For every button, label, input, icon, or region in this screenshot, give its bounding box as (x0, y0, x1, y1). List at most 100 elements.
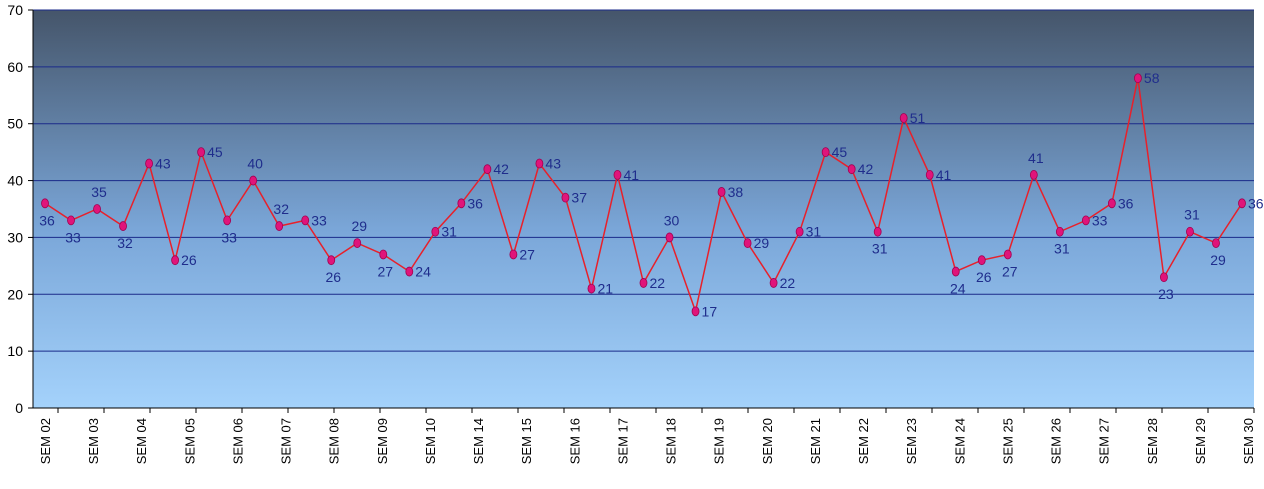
data-point (41, 198, 49, 209)
data-label: 33 (1092, 212, 1108, 228)
data-label: 23 (1158, 286, 1174, 302)
data-point (743, 238, 752, 249)
y-tick-label: 20 (7, 286, 23, 302)
data-label: 42 (493, 161, 509, 177)
data-point (1029, 169, 1038, 180)
data-point (951, 266, 960, 277)
data-label: 45 (832, 144, 848, 160)
data-label: 41 (936, 167, 952, 183)
plot-area (33, 10, 1254, 408)
x-axis: SEM 02 SEM 03 SEM 04 SEM 05 SEM 06 SEM 07 SEM … (33, 407, 1256, 464)
data-point (119, 221, 127, 231)
data-label: 32 (273, 201, 289, 217)
data-label: 26 (976, 269, 992, 285)
data-label: 33 (65, 229, 81, 245)
data-point (795, 226, 804, 237)
x-tick-label: SEM 22 (856, 418, 871, 464)
data-point (587, 283, 596, 294)
data-label: 31 (872, 241, 888, 257)
data-point (327, 255, 336, 266)
x-tick-label: SEM 26 (1049, 418, 1064, 464)
x-tick-label: SEM 24 (952, 418, 967, 464)
data-label: 43 (545, 156, 561, 172)
data-point (223, 215, 232, 226)
x-tick-label: SEM 21 (808, 418, 823, 464)
data-point (1107, 198, 1116, 209)
data-label: 35 (91, 184, 107, 200)
data-point (249, 175, 258, 186)
x-tick-label: SEM 27 (1097, 418, 1112, 464)
data-label: 24 (950, 281, 966, 297)
x-tick-label: SEM 07 (279, 418, 294, 464)
x-tick-label: SEM 30 (1241, 418, 1256, 464)
data-label: 36 (467, 195, 483, 211)
x-tick-label: SEM 10 (423, 418, 438, 464)
data-label: 40 (247, 156, 263, 172)
data-point (67, 215, 75, 226)
y-tick-label: 50 (7, 116, 23, 132)
data-point (171, 255, 180, 266)
x-tick-label: SEM 09 (375, 418, 390, 464)
data-point (873, 226, 882, 237)
data-label: 29 (1210, 252, 1226, 268)
x-tick-label: SEM 25 (1000, 418, 1015, 464)
data-point (1081, 215, 1090, 226)
data-point (353, 238, 362, 249)
data-label: 26 (325, 269, 341, 285)
data-label: 27 (519, 246, 535, 262)
y-tick-label: 30 (7, 229, 23, 245)
x-tick-label: SEM 29 (1193, 418, 1208, 464)
data-label: 27 (1002, 263, 1018, 279)
data-point (1160, 272, 1168, 283)
y-tick-label: 70 (7, 2, 23, 18)
x-tick-label: SEM 06 (230, 418, 245, 464)
data-label: 41 (623, 167, 639, 183)
data-point (639, 278, 648, 288)
data-point (535, 158, 544, 169)
data-label: 41 (1028, 150, 1044, 166)
data-point (93, 204, 101, 214)
x-tick-label: SEM 03 (86, 418, 101, 464)
data-label: 36 (39, 212, 55, 228)
x-tick-label: SEM 15 (519, 418, 534, 464)
data-label: 45 (207, 144, 223, 160)
data-point (431, 226, 440, 237)
data-point (1055, 226, 1064, 237)
data-point (665, 232, 674, 243)
data-label: 42 (858, 161, 874, 177)
data-point (1238, 198, 1246, 209)
x-tick-label: SEM 04 (134, 418, 149, 464)
data-point (561, 192, 570, 203)
x-tick-label: SEM 08 (327, 418, 342, 464)
data-point (769, 278, 778, 288)
data-label: 33 (221, 229, 237, 245)
x-tick-label: SEM 28 (1145, 418, 1160, 464)
y-tick-label: 10 (7, 343, 23, 359)
data-label: 31 (441, 224, 457, 240)
data-label: 29 (754, 235, 770, 251)
data-label: 22 (650, 275, 666, 291)
y-tick-label: 40 (7, 173, 23, 189)
data-label: 58 (1144, 70, 1160, 86)
data-label: 21 (597, 281, 613, 297)
data-point (1212, 238, 1220, 249)
data-label: 31 (806, 224, 822, 240)
data-point (379, 249, 388, 260)
data-point (509, 249, 518, 260)
data-points (41, 73, 1246, 317)
data-label: 26 (181, 252, 197, 268)
data-label: 17 (702, 303, 718, 319)
data-point (977, 255, 986, 266)
data-point (275, 221, 284, 231)
x-tick-label: SEM 05 (182, 418, 197, 464)
data-point (847, 164, 856, 175)
data-labels: 36 33 35 32 43 26 45 33 40 32 33 26 29 27 24 31 36 42 27 43… (39, 70, 1264, 319)
data-label: 22 (780, 275, 796, 291)
data-label: 36 (1118, 195, 1134, 211)
y-tick-label: 60 (7, 59, 23, 75)
data-label: 31 (1184, 207, 1200, 223)
data-label: 32 (117, 235, 133, 251)
data-point (301, 215, 310, 226)
data-label: 24 (415, 264, 431, 280)
